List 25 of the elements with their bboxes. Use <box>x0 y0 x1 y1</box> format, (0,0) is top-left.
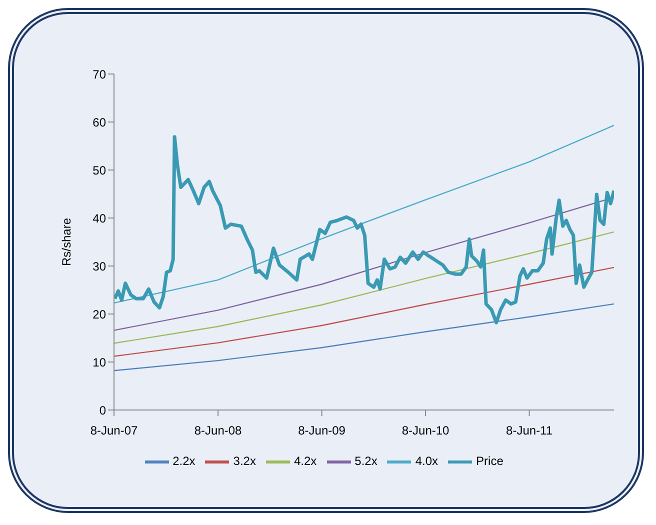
x-tick-label: 8-Jun-11 <box>506 424 553 438</box>
line-series <box>114 135 614 324</box>
x-tick-label: 8-Jun-08 <box>194 424 242 438</box>
y-tick-label: 10 <box>92 355 106 370</box>
y-tick-label: 30 <box>92 259 106 274</box>
legend-label: 5.2x <box>354 454 378 468</box>
y-tick-label: 60 <box>92 115 106 130</box>
y-axis-title: Rs/share <box>59 218 74 266</box>
line-series <box>114 303 614 372</box>
legend-label: 3.2x <box>233 454 256 468</box>
legend-label: 2.2x <box>172 454 196 468</box>
line-series <box>114 124 614 304</box>
x-tick-label: 8-Jun-09 <box>298 424 346 438</box>
y-tick-label: 0 <box>99 403 106 418</box>
x-tick-label: 8-Jun-07 <box>90 424 138 438</box>
y-tick-label: 40 <box>92 211 106 226</box>
legend-label: 4.0x <box>415 454 438 468</box>
y-tick-label: 20 <box>92 307 106 322</box>
legend-label: Price <box>476 454 504 468</box>
line-series <box>114 266 614 357</box>
x-tick-label: 8-Jun-10 <box>402 424 450 438</box>
legend-label: 4.2x <box>294 454 317 468</box>
line-series <box>114 231 614 344</box>
y-tick-label: 50 <box>92 163 106 178</box>
y-tick-label: 70 <box>92 67 106 82</box>
